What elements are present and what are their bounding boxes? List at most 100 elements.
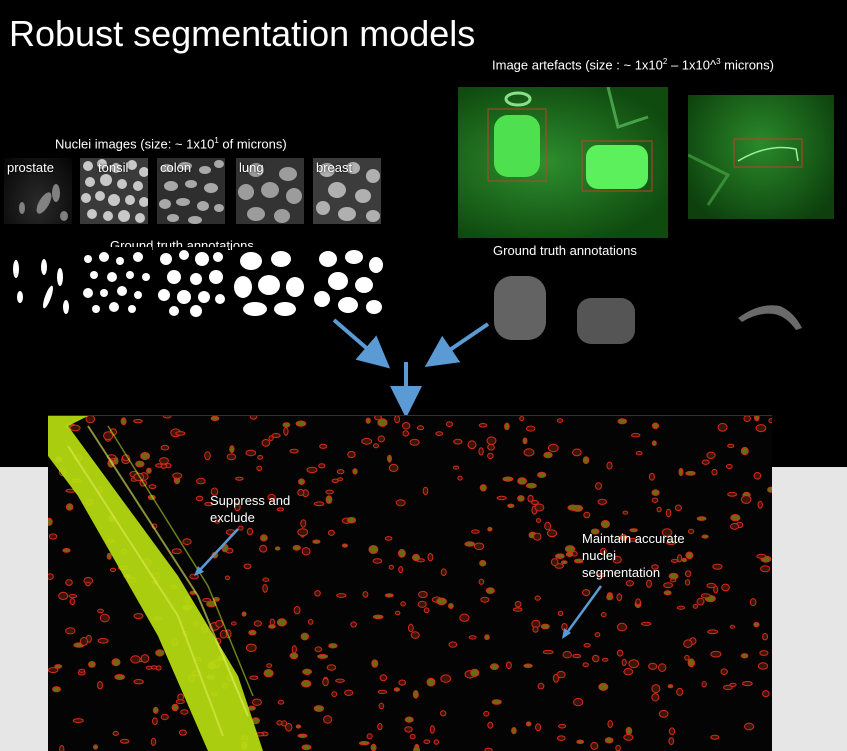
nucleus-speckle (342, 544, 347, 547)
nucleus-speckle (487, 437, 496, 445)
nucleus-speckle (605, 738, 613, 743)
nucleus-speckle (94, 745, 98, 749)
nucleus-speckle (161, 445, 169, 450)
nucleus-speckle (469, 636, 476, 639)
nucleus-speckle (623, 511, 628, 514)
nucleus-speckle (669, 738, 674, 745)
nucleus-speckle (156, 650, 164, 656)
nucleus-speckle (768, 487, 772, 492)
nucleus-speckle (617, 650, 623, 656)
nucleus-speckle (59, 592, 68, 599)
nucleus-speckle (664, 591, 671, 595)
nucleus-speckle (626, 727, 632, 734)
nucleus-speckle (479, 579, 484, 584)
nucleus-speckle (686, 471, 695, 475)
mask-tile-colon-image (156, 247, 228, 317)
nucleus-speckle (535, 504, 544, 511)
nucleus-speckle (375, 416, 382, 420)
nucleus-speckle (424, 740, 430, 744)
nucleus-speckle (307, 467, 317, 472)
nucleus-speckle (629, 660, 639, 668)
nucleus-speckle (591, 742, 598, 749)
nucleus-speckle (254, 621, 261, 626)
nucleus-speckle (107, 553, 111, 559)
nucleus-speckle (373, 559, 382, 563)
nucleus-speckle (547, 530, 556, 537)
nucleus-speckle (250, 416, 257, 419)
nucleus-speckle (434, 740, 438, 745)
artefacts-caption: Image artefacts (size : ~ 1x102 – 1x10^3… (492, 57, 774, 72)
nucleus-speckle (394, 688, 399, 691)
nucleus-speckle (380, 675, 387, 681)
nucleus-speckle (366, 418, 370, 423)
nucleus-speckle (389, 565, 393, 569)
nucleus-speckle (558, 611, 562, 615)
nucleus-speckle (247, 528, 252, 535)
nucleus-speckle (488, 722, 493, 728)
nucleus-speckle (326, 496, 332, 504)
nucleus-speckle (659, 664, 666, 672)
nucleus-speckle (583, 457, 589, 464)
nucleus-speckle (574, 698, 583, 705)
nucleus-speckle (181, 710, 188, 715)
nucleus-speckle (693, 605, 698, 609)
nucleus-speckle (685, 571, 690, 577)
nucleus-speckle (599, 683, 608, 690)
nucleus-speckle (436, 432, 443, 436)
nucleus-speckle (685, 655, 689, 660)
nucleus-speckle (284, 428, 288, 436)
nucleus-speckle (410, 734, 415, 738)
nuclei-tile-tonsil: tonsil (80, 158, 148, 224)
mask-tile-tonsil-image (80, 247, 152, 317)
nucleus-speckle (246, 450, 256, 456)
nucleus-speckle (441, 675, 451, 682)
nucleus-speckle (267, 664, 272, 668)
nucleus-speckle (607, 594, 613, 600)
nucleus-speckle (231, 622, 236, 625)
nucleus-speckle (236, 477, 244, 480)
nucleus-speckle (258, 456, 263, 460)
nucleus-speckle (378, 436, 384, 442)
nucleus-speckle (63, 549, 70, 553)
nucleus-speckle (596, 483, 602, 490)
nucleus-speckle (721, 669, 727, 675)
tissue-label-tonsil: tonsil (98, 160, 128, 175)
nucleus-speckle (447, 422, 453, 427)
nucleus-speckle (337, 594, 346, 598)
nucleus-speckle (161, 714, 168, 719)
nucleus-speckle (731, 524, 739, 530)
nucleus-speckle (156, 464, 162, 467)
nucleus-speckle (313, 540, 320, 543)
nucleus-speckle (641, 622, 651, 625)
annotation-suppress-line-1: Suppress and (210, 492, 290, 509)
nucleus-speckle (607, 462, 612, 469)
nucleus-speckle (763, 691, 769, 697)
nucleus-speckle (277, 721, 282, 725)
nucleus-speckle (323, 678, 329, 686)
nucleus-speckle (395, 611, 400, 614)
nucleus-speckle (666, 509, 671, 516)
nucleus-speckle (348, 451, 355, 457)
nucleus-speckle (277, 619, 286, 626)
nucleus-speckle (754, 473, 761, 480)
nucleus-speckle (491, 664, 499, 670)
nucleus-speckle (66, 628, 75, 634)
nucleus-speckle (545, 522, 551, 530)
nucleus-speckle (55, 665, 62, 669)
nucleus-speckle (294, 607, 300, 614)
nucleus-speckle (652, 490, 659, 496)
nucleus-speckle (230, 446, 234, 453)
nucleus-speckle (460, 614, 469, 621)
nucleus-speckle (486, 588, 494, 594)
nucleus-speckle (149, 485, 156, 489)
nucleus-speckle (257, 466, 262, 470)
nucleus-speckle (497, 496, 506, 499)
nucleus-speckle (373, 615, 383, 619)
arrow-down-right-icon (334, 320, 378, 358)
nucleus-speckle (248, 706, 255, 710)
nucleus-speckle (757, 554, 766, 558)
nucleus-speckle (141, 453, 150, 460)
nucleus-speckle (722, 584, 730, 591)
nucleus-speckle (262, 440, 270, 447)
nucleus-speckle (173, 473, 182, 478)
